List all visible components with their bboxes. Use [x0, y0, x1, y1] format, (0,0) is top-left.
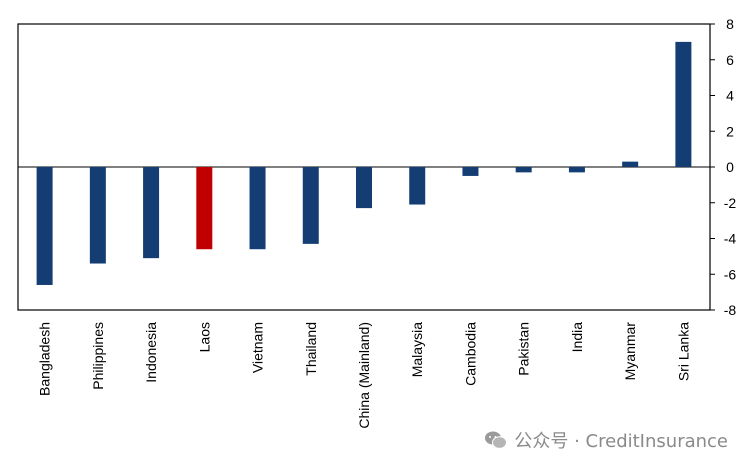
- watermark-text: 公众号 · CreditInsurance: [514, 431, 728, 452]
- y-tick-label: 2: [726, 123, 734, 139]
- category-label: China (Mainland): [356, 322, 372, 429]
- category-label: Laos: [196, 322, 212, 352]
- bar: [675, 41, 692, 167]
- x-axis-labels: Bangladesh Philippines Indonesia Laos Vietna…: [37, 322, 692, 429]
- bar: [568, 167, 585, 173]
- category-label: Malaysia: [409, 322, 425, 377]
- bar: [249, 167, 266, 250]
- category-label: India: [569, 322, 585, 353]
- bars: [36, 41, 692, 285]
- bar: [462, 167, 479, 176]
- category-label: Philippines: [90, 322, 106, 390]
- bar: [356, 167, 372, 209]
- y-tick-label: 6: [726, 52, 734, 68]
- bar: [196, 167, 213, 250]
- bar: [515, 167, 532, 173]
- bar: [409, 167, 426, 205]
- category-label: Pakistan: [516, 322, 532, 376]
- bar: [89, 167, 106, 264]
- y-tick-label: 8: [726, 16, 734, 32]
- bar: [36, 167, 53, 285]
- bar: [143, 167, 160, 259]
- bar: [622, 161, 639, 167]
- category-label: Indonesia: [143, 322, 159, 383]
- y-axis: 8 6 4 2 0 -2 -4 -6 -8: [710, 16, 736, 318]
- y-tick-label: 0: [726, 159, 734, 175]
- category-label: Vietnam: [250, 322, 266, 373]
- y-tick-label: -2: [724, 195, 737, 211]
- y-tick-label: -6: [724, 266, 737, 282]
- y-tick-label: -4: [724, 231, 737, 247]
- wechat-icon: [485, 431, 508, 449]
- category-label: Sri Lanka: [675, 322, 691, 381]
- category-label: Myanmar: [622, 322, 638, 381]
- category-label: Cambodia: [462, 322, 478, 386]
- y-tick-label: -8: [724, 302, 737, 318]
- bar: [302, 167, 319, 244]
- category-label: Thailand: [303, 322, 319, 376]
- watermark: 公众号 · CreditInsurance: [484, 427, 728, 453]
- category-label: Bangladesh: [37, 322, 53, 396]
- y-tick-label: 4: [726, 88, 734, 104]
